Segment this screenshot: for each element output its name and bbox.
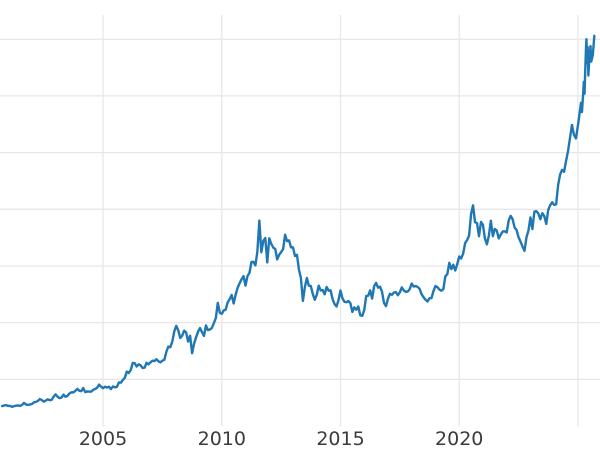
x-tick-label: 2015 — [316, 428, 364, 450]
price-series-line — [0, 34, 596, 409]
x-tick-label: 2020 — [435, 428, 483, 450]
x-tick-label: 2010 — [198, 428, 246, 450]
x-tick-label: 2005 — [79, 428, 127, 450]
